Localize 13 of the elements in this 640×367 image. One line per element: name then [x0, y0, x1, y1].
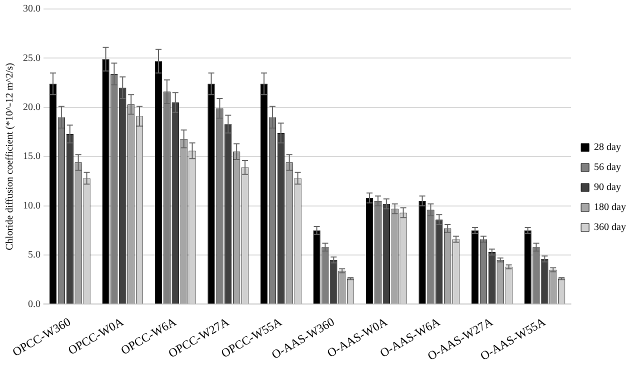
legend-label: 28 day [594, 142, 622, 154]
y-tick-label: 15.0 [23, 151, 40, 162]
y-tick-label: 30.0 [23, 4, 40, 15]
y-tick-label: 20.0 [23, 102, 40, 114]
y-tick-label: 10.0 [23, 200, 40, 212]
y-axis-title: Chloride diffusion coefficient (*10^-12 m^2/s) [4, 62, 16, 250]
y-tick-label: 5.0 [28, 250, 40, 261]
legend-label: 180 day [594, 202, 626, 214]
legend-label: 360 day [594, 222, 626, 234]
y-tick-label: 0.0 [28, 298, 40, 310]
legend-label: 90 day [594, 182, 622, 194]
legend-label: 56 day [594, 162, 622, 174]
y-tick-label: 25.0 [23, 52, 40, 64]
